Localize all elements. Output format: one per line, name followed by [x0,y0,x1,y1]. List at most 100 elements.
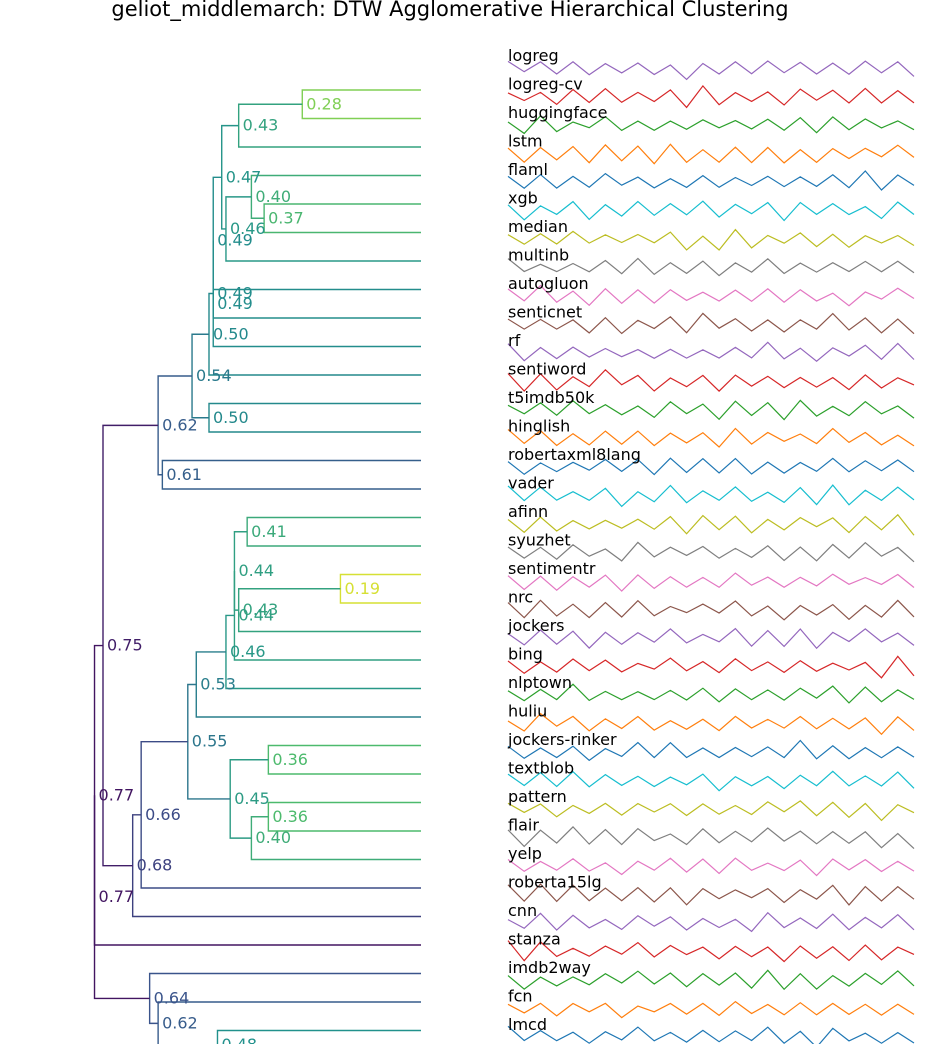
series-line [507,228,915,251]
series-line [507,170,915,191]
merge-height-label: 0.43 [243,600,279,619]
leaf-label: robertaxml8lang [508,445,641,464]
series-line [507,368,915,392]
merge-link [93,795,150,1000]
merge-height-label: 0.45 [234,789,270,808]
leaf-label: hinglish [508,417,570,436]
chart-title: geliot_middlemarch: DTW Agglomerative Hi… [111,0,788,22]
merge-height-label: 0.49 [217,284,253,303]
merge-height-label: 0.77 [99,785,135,804]
series-line [507,655,915,679]
leaf-label: roberta15lg [508,873,602,892]
merge-height-label: 0.44 [238,605,274,624]
merge-height-label: 0.36 [272,750,308,769]
merge-height-label: 0.66 [145,805,181,824]
merge-height-label: 0.36 [272,807,308,826]
series-line [507,683,915,704]
leaf-label: afinn [508,502,548,521]
merge-height-label: 0.49 [217,231,253,250]
merge-height-label: 0.75 [107,636,143,655]
leaf-label: autogluon [508,274,589,293]
leaf-label: median [508,217,568,236]
leaf-label: t5imdb50k [508,388,595,407]
leaf-label: nrc [508,588,533,607]
leaf-label: textblob [508,759,574,778]
merge-height-label: 0.48 [221,1035,257,1044]
series-line [507,513,915,536]
series-line [507,284,915,307]
merge-height-label: 0.61 [166,465,202,484]
leaf-label: imdb2way [508,958,591,977]
series-line [507,857,915,877]
series-line [507,627,915,650]
series-line [507,770,915,792]
leaf-label: sentimentr [508,559,596,578]
series-line [507,60,915,81]
leaf-label: bing [508,645,543,664]
merge-link [212,240,421,348]
merge-height-label: 0.28 [306,94,342,113]
series-line [507,341,915,362]
merge-height-label: 0.64 [154,988,190,1007]
series-line [507,541,915,563]
merge-height-label: 0.46 [230,219,266,238]
leaf-label: flaml [508,160,548,179]
leaf-label: nlptown [508,673,572,692]
leaf-label: syuzhet [508,531,571,550]
leaf-label: pattern [508,787,567,806]
leaf-label: flair [508,816,539,835]
leaf-label: logreg-cv [508,75,583,94]
leaf-label: jockers-rinker [507,730,617,749]
leaf-label: lstm [508,132,543,151]
merge-height-label: 0.50 [213,324,249,343]
series-line [507,883,915,906]
merge-height-label: 0.44 [238,561,274,580]
series-line [507,84,915,109]
leaf-label: multinb [508,246,569,265]
series-line [507,200,915,222]
series-line [507,399,915,421]
leaf-label: stanza [508,930,561,949]
leaf-label: rf [508,331,521,350]
series-line [507,712,915,736]
series-line [507,969,915,991]
series-line [507,257,915,277]
merge-height-label: 0.46 [230,642,266,661]
series-line [507,114,915,135]
merge-height-label: 0.54 [196,366,232,385]
merge-link [233,570,421,661]
series-line [507,1000,915,1019]
leaf-label: fcn [508,987,533,1006]
merge-height-label: 0.47 [226,167,262,186]
leaf-label: huggingface [508,103,607,122]
merge-height-label: 0.19 [344,579,380,598]
series-line [507,1025,915,1044]
leaf-labels: logreg logreg-cv huggingface lstm flaml xgb me… [507,46,641,1034]
series-line [507,800,915,822]
leaf-label: cnn [508,901,537,920]
series-line [507,739,915,762]
leaf-label: lmcd [508,1015,547,1034]
merge-height-label: 0.43 [243,116,279,135]
series-line [507,572,915,592]
series-line [507,911,915,933]
merge-height-label: 0.40 [255,828,291,847]
merge-height-label: 0.55 [192,732,228,751]
merge-height-label: 0.50 [213,408,249,427]
series-line [507,599,915,621]
leaf-label: senticnet [508,303,582,322]
leaf-label: vader [508,474,554,493]
series-line [507,457,915,476]
leaf-label: huliu [508,702,547,721]
merge-height-label: 0.49 [217,294,253,313]
leaf-label: logreg [508,46,559,65]
merge-height-label: 0.53 [200,674,236,693]
series-line [507,312,915,335]
series-line [507,484,915,508]
merge-link [216,1029,421,1044]
merge-height-label: 0.62 [162,1013,198,1032]
merge-height-label: 0.62 [162,415,198,434]
merge-height-label: 0.40 [255,187,291,206]
leaf-label: yelp [508,844,542,863]
